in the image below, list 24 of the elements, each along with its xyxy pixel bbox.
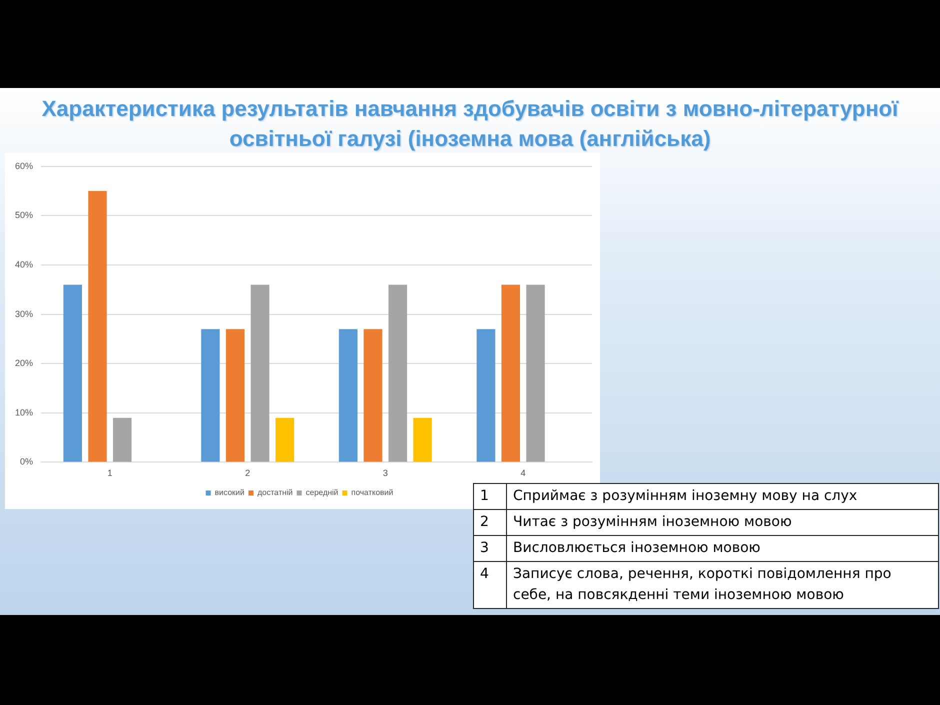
legend-label: середній [306, 488, 338, 498]
y-tick-label: 10% [15, 407, 34, 418]
text: Записує слова, речення, короткі повідомлення про себе, на повсякденні теми іноземною мовою [506, 562, 938, 608]
y-tick-label: 40% [15, 259, 34, 270]
y-tick-label: 30% [15, 308, 34, 319]
category-label: 4 [480, 566, 489, 582]
legend-label: достатній [257, 488, 293, 498]
x-tick-label: 2 [245, 468, 250, 478]
text: Висловлюється іноземною мовою [506, 536, 938, 562]
category-label: 1 [480, 488, 489, 504]
legend-label: високий [214, 488, 244, 498]
category-label: 2 [480, 514, 489, 530]
y-tick-label: 0% [20, 456, 34, 467]
legend-label: початковий [351, 488, 394, 498]
x-tick-label: 3 [382, 468, 388, 478]
chart-title: Характеристика результатів навчання здобувачів освіти з мовно-літературної освітньої галузі (іноземна мова (англійська) [40, 95, 900, 153]
y-tick-label: 50% [15, 210, 34, 220]
y-tick-label: 60% [15, 160, 34, 171]
category-label: 3 [480, 540, 489, 556]
text: Сприймає з розумінням іноземну мову на слух [506, 484, 938, 510]
x-tick-label: 1 [107, 468, 112, 478]
x-tick-label: 4 [520, 468, 526, 478]
y-tick-label: 20% [15, 358, 34, 368]
text: Читає з розумінням іноземною мовою [506, 510, 938, 536]
